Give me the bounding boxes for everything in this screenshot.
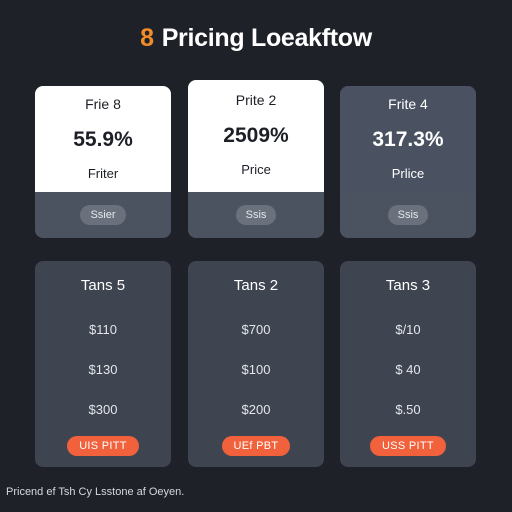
- summary-card-value: 2509%: [223, 124, 289, 147]
- tier-price: $200: [241, 402, 271, 417]
- tier-price: $110: [89, 322, 117, 337]
- tier-cta-button[interactable]: UIS PITT: [67, 436, 139, 456]
- tier-cta-button[interactable]: UEf PBT: [221, 436, 291, 456]
- summary-card-label: Frie 8: [85, 96, 121, 112]
- summary-card-body: Frite 4 317.3% Prlice: [340, 86, 476, 192]
- tier-name: Tans 2: [233, 277, 279, 294]
- summary-card-1[interactable]: Frie 8 55.9% Friter Ssier: [35, 86, 171, 238]
- summary-card-body: Frie 8 55.9% Friter: [35, 86, 171, 192]
- tier-price: $130: [88, 362, 118, 377]
- footer-note: Pricend ef Tsh Cy Lsstone af Oeyen.: [6, 486, 185, 498]
- header-accent-number: 8: [140, 24, 154, 52]
- summary-card-footer: Ssis: [340, 192, 476, 238]
- summary-card-sub: Prlice: [391, 166, 425, 181]
- summary-card-label: Frite 4: [388, 96, 428, 112]
- summary-card-3[interactable]: Frite 4 317.3% Prlice Ssis: [340, 86, 476, 238]
- tier-card-2: Tans 2 $700 $100 $200 UEf PBT: [188, 261, 324, 467]
- tier-cta-button[interactable]: USS PITT: [370, 436, 446, 456]
- summary-card-footer: Ssis: [188, 192, 324, 238]
- tier-card-3: Tans 3 $/10 $ 40 $.50 USS PITT: [340, 261, 476, 467]
- tier-price: $/10: [395, 322, 421, 337]
- tier-card-1: Tans 5 $110 $130 $300 UIS PITT: [35, 261, 171, 467]
- tier-name: Tans 5: [80, 277, 126, 294]
- summary-card-footer: Ssier: [35, 192, 171, 238]
- summary-card-sub: Price: [241, 162, 271, 177]
- tier-name: Tans 3: [385, 277, 431, 294]
- tier-price: $.50: [395, 402, 421, 417]
- tier-price: $ 40: [395, 362, 421, 377]
- summary-card-body: Prite 2 2509% Price: [188, 80, 324, 192]
- page-title: Pricing Loeakftow: [161, 24, 373, 52]
- summary-card-button[interactable]: Ssis: [235, 205, 277, 225]
- page-header: 8 Pricing Loeakftow: [0, 24, 512, 53]
- summary-card-label: Prite 2: [235, 92, 277, 108]
- summary-card-value: 55.9%: [73, 128, 133, 151]
- summary-card-value: 317.3%: [372, 128, 444, 151]
- tier-price: $700: [241, 322, 271, 337]
- summary-card-button[interactable]: Ssis: [387, 205, 429, 225]
- tier-price: $100: [241, 362, 271, 377]
- tier-price: $300: [88, 402, 118, 417]
- summary-card-2[interactable]: Prite 2 2509% Price Ssis: [188, 80, 324, 238]
- summary-card-button[interactable]: Ssier: [80, 205, 126, 225]
- summary-card-sub: Friter: [87, 166, 119, 181]
